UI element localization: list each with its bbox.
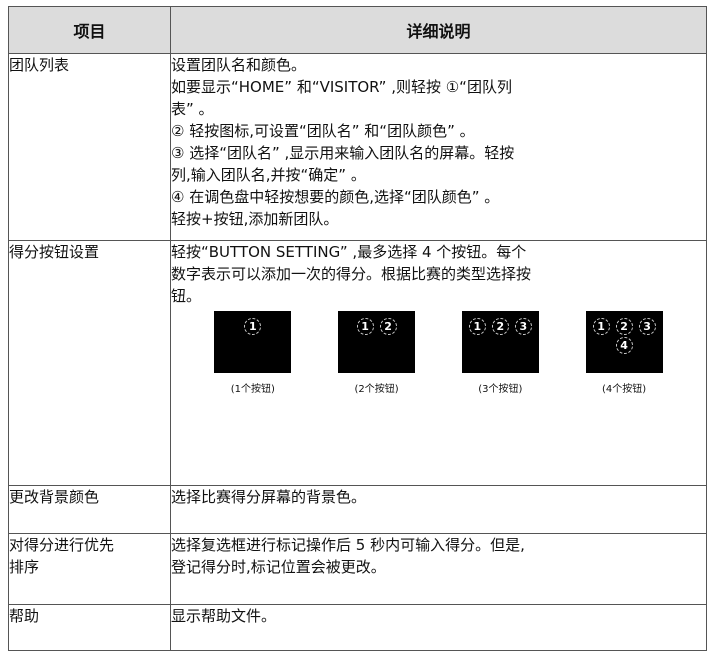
description-line: 数字表示可以添加一次的得分。根据比赛的类型选择按	[171, 265, 532, 283]
screenshot: 1 2 (2个按钮)	[338, 311, 416, 401]
screen-image: 1	[214, 311, 292, 373]
description-line: 登记得分时,标记位置会被更改。	[171, 558, 386, 576]
table-row: 得分按钮设置 轻按“BUTTON SETTING” ,最多选择 4 个按钮。每个数…	[8, 240, 707, 486]
header-row: 项目 详细说明	[8, 6, 707, 54]
image-caption: (2个按钮)	[354, 384, 399, 395]
description-line: 表” 。	[171, 100, 214, 118]
screenshot: 1 (1个按钮)	[214, 311, 292, 401]
image-caption: (1个按钮)	[230, 384, 275, 395]
description-cell: 选择复选框进行标记操作后 5 秒内可输入得分。但是, 登记得分时,标记位置会被更改…	[170, 533, 707, 605]
button-icon: 2	[379, 318, 397, 335]
description-line: ④ 在调色盘中轻按想要的颜色,选择“团队颜色” 。	[171, 188, 500, 206]
screenshot: 1 2 3 (3个按钮)	[461, 311, 539, 401]
item-text: 团队列表	[9, 56, 70, 74]
description-cell: 显示帮助文件。	[170, 604, 707, 651]
description-line: 选择复选框进行标记操作后 5 秒内可输入得分。但是,	[171, 536, 525, 554]
image-row: 1 (1个按钮) 1 2 (2个按钮) 1 2 3 (3个按钮) 1 2 3 4 (4个按钮)	[171, 311, 706, 401]
item-text: 帮助	[9, 607, 40, 625]
button-icon: 3	[514, 318, 532, 335]
image-caption: (3个按钮)	[478, 384, 523, 395]
table-row: 对得分进行优先排序 选择复选框进行标记操作后 5 秒内可输入得分。但是, 登记得分时…	[8, 533, 707, 605]
table-row: 帮助 显示帮助文件。	[8, 604, 707, 651]
table-row: 更改背景颜色 选择比赛得分屏幕的背景色。	[8, 485, 707, 534]
item-cell: 对得分进行优先排序	[8, 533, 171, 605]
button-icon: 2	[615, 318, 633, 335]
description-line: 如要显示“HOME” 和“VISITOR” ,则轻按 ①“团队列	[171, 78, 512, 96]
description-cell: 选择比赛得分屏幕的背景色。	[170, 485, 707, 534]
description-line: 钮。	[171, 287, 202, 305]
header-cell: 项目	[8, 6, 171, 54]
description-line: ② 轻按图标,可设置“团队名” 和“团队颜色” 。	[171, 122, 475, 140]
item-text: 更改背景颜色	[9, 488, 100, 506]
description-line: ③ 选择“团队名” ,显示用来输入团队名的屏幕。轻按	[171, 144, 515, 162]
table-row: 团队列表 设置团队名和颜色。如要显示“HOME” 和“VISITOR” ,则轻按 …	[8, 53, 707, 241]
table: 项目 详细说明 团队列表 设置团队名和颜色。如要显示“HOME” 和“VISITO…	[8, 6, 707, 651]
button-icon: 4	[615, 337, 633, 354]
description-line: 轻按+按钮,添加新团队。	[171, 210, 339, 228]
description-cell: 轻按“BUTTON SETTING” ,最多选择 4 个按钮。每个 数字表示可以添…	[170, 240, 707, 486]
item-cell: 帮助	[8, 604, 171, 651]
button-icon: 1	[356, 318, 374, 335]
item-cell: 更改背景颜色	[8, 485, 171, 534]
button-icon: 1	[244, 318, 262, 335]
button-icon: 3	[638, 318, 656, 335]
button-icon: 1	[592, 318, 610, 335]
screenshot: 1 2 3 4 (4个按钮)	[585, 311, 663, 401]
header-cell: 详细说明	[170, 6, 707, 54]
table-body: 团队列表 设置团队名和颜色。如要显示“HOME” 和“VISITOR” ,则轻按 …	[8, 53, 707, 651]
description-line: 列,输入团队名,并按“确定” 。	[171, 166, 366, 184]
description-line: 选择比赛得分屏幕的背景色。	[171, 488, 367, 506]
description-line: 轻按“BUTTON SETTING” ,最多选择 4 个按钮。每个	[171, 243, 527, 261]
item-text: 得分按钮设置	[9, 243, 100, 261]
description-cell: 设置团队名和颜色。如要显示“HOME” 和“VISITOR” ,则轻按 ①“团队…	[170, 53, 707, 241]
description-line: 显示帮助文件。	[171, 607, 277, 625]
item-text: 对得分进行优先排序	[9, 536, 115, 576]
description-line: 设置团队名和颜色。	[171, 56, 307, 74]
item-cell: 得分按钮设置	[8, 240, 171, 486]
button-icon: 1	[468, 318, 486, 335]
image-caption: (4个按钮)	[602, 384, 647, 395]
button-icon: 2	[491, 318, 509, 335]
item-cell: 团队列表	[8, 53, 171, 241]
